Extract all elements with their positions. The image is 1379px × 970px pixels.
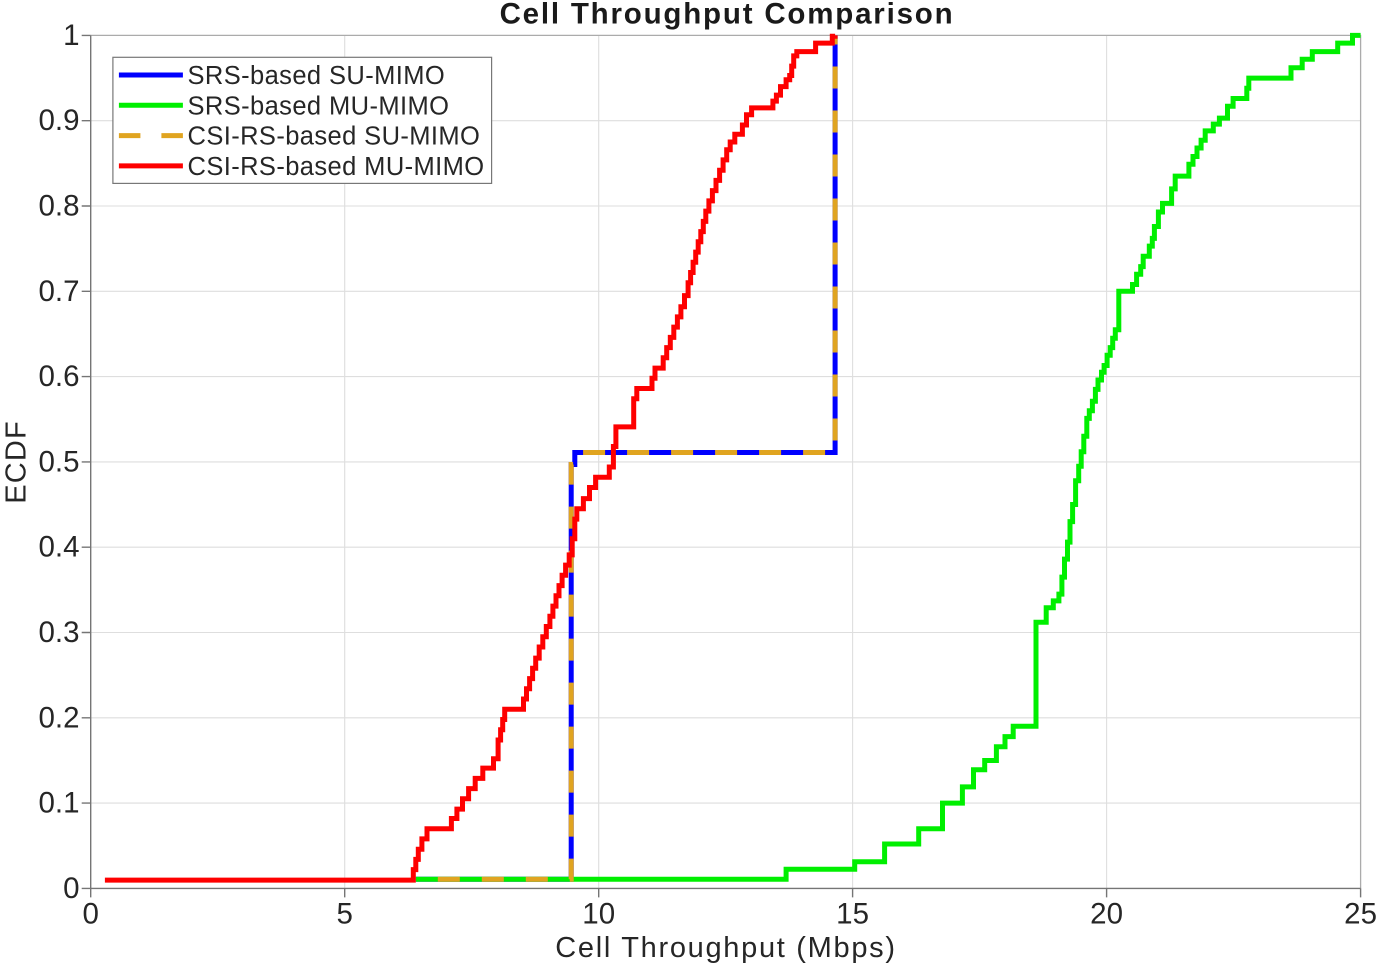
svg-text:0.2: 0.2 xyxy=(38,701,79,734)
svg-text:20: 20 xyxy=(1090,898,1123,931)
svg-text:CSI-RS-based MU-MIMO: CSI-RS-based MU-MIMO xyxy=(188,153,485,181)
svg-text:0.5: 0.5 xyxy=(38,445,79,478)
svg-text:0.8: 0.8 xyxy=(38,190,79,223)
svg-text:0.3: 0.3 xyxy=(38,616,79,649)
svg-text:15: 15 xyxy=(836,898,869,931)
svg-text:10: 10 xyxy=(582,898,615,931)
svg-text:0.4: 0.4 xyxy=(38,531,79,564)
svg-text:SRS-based SU-MIMO: SRS-based SU-MIMO xyxy=(188,62,446,90)
svg-text:SRS-based MU-MIMO: SRS-based MU-MIMO xyxy=(188,92,450,120)
svg-text:ECDF: ECDF xyxy=(1,420,33,504)
svg-text:0: 0 xyxy=(82,898,98,931)
svg-text:1: 1 xyxy=(63,19,79,52)
svg-text:0.6: 0.6 xyxy=(38,360,79,393)
svg-text:0.7: 0.7 xyxy=(38,275,79,308)
svg-text:0.1: 0.1 xyxy=(38,787,79,820)
svg-text:CSI-RS-based SU-MIMO: CSI-RS-based SU-MIMO xyxy=(188,123,481,151)
svg-text:5: 5 xyxy=(336,898,352,931)
svg-text:Cell Throughput (Mbps): Cell Throughput (Mbps) xyxy=(555,932,897,964)
svg-text:0.9: 0.9 xyxy=(38,104,79,137)
svg-text:25: 25 xyxy=(1344,898,1377,931)
svg-text:Cell Throughput Comparison: Cell Throughput Comparison xyxy=(500,0,955,31)
svg-text:0: 0 xyxy=(63,872,79,905)
